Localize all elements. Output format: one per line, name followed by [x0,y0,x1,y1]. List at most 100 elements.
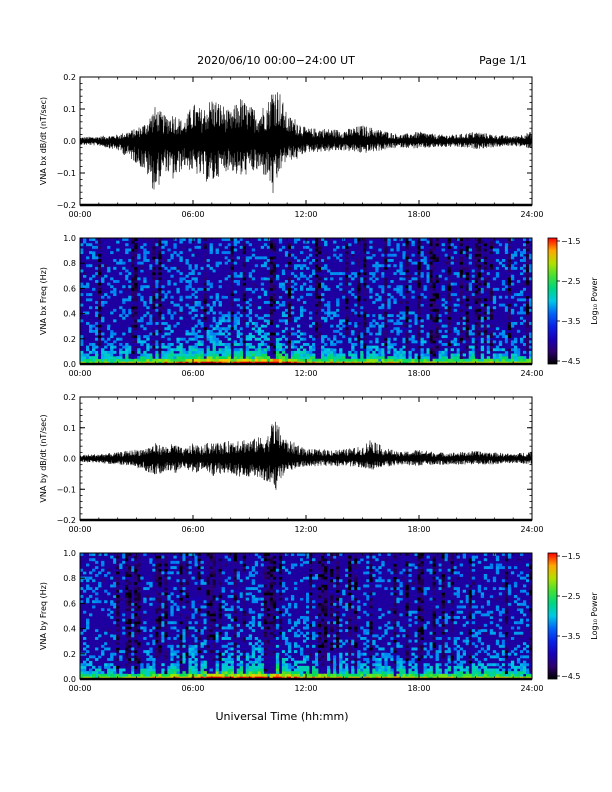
heatmap-cell [447,287,451,291]
heatmap-cell [188,306,192,310]
heatmap-cell [95,658,99,661]
heatmap-cell [86,658,90,661]
heatmap-cell [209,629,213,633]
heatmap-cell [360,356,364,360]
heatmap-cell [254,348,259,352]
heatmap-cell [116,306,120,310]
heatmap-cell [417,316,421,320]
heatmap-cell [444,256,448,260]
heatmap-cell [354,324,358,328]
heatmap-cell [146,348,150,352]
heatmap-cell [372,345,376,349]
heatmap-cell [468,306,473,310]
heatmap-cell [152,280,156,283]
heatmap-cell [164,642,168,646]
heatmap-cell [161,613,165,617]
heatmap-cell [468,253,473,257]
heatmap-cell [405,290,409,294]
heatmap-cell [203,253,207,257]
heatmap-cell [158,647,162,651]
heatmap-cell [438,274,442,278]
heatmap-cell [396,353,400,357]
heatmap-cell [302,332,307,336]
heatmap-cell [131,647,135,651]
heatmap-cell [492,353,497,357]
heatmap-cell [504,251,509,255]
heatmap-cell [173,621,177,625]
heatmap-cell [272,327,277,331]
heatmap-cell [143,626,147,630]
heatmap-cell [450,356,454,360]
heatmap-cell [209,608,213,612]
heatmap-cell [477,277,482,281]
heatmap-cell [318,287,322,291]
heatmap-cell [176,345,180,349]
heatmap-cell [194,652,198,656]
heatmap-cell [321,350,325,354]
heatmap-cell [384,251,388,255]
heatmap-cell [489,335,494,339]
heatmap-cell [269,277,274,281]
heatmap-cell [152,285,156,289]
heatmap-cell [284,322,289,325]
heatmap-cell [197,350,201,354]
heatmap-cell [86,298,90,302]
heatmap-cell [354,311,358,315]
heatmap-cell [375,277,379,281]
heatmap-cell [197,597,201,601]
heatmap-cell [140,285,144,289]
heatmap-cell [522,350,527,354]
heatmap-cell [528,358,533,362]
heatmap-cell [215,634,219,638]
heatmap-cell [501,348,506,352]
heatmap-cell [495,274,500,278]
heatmap-cell [411,261,415,265]
heatmap-cells [80,553,533,680]
heatmap-cell [203,264,207,268]
heatmap-cell [432,306,436,310]
heatmap-cell [194,356,198,360]
heatmap-cell [420,358,424,362]
heatmap-cell [167,621,171,625]
heatmap-cell [221,673,225,677]
heatmap-cell [188,566,192,570]
heatmap-cell [345,245,349,249]
heatmap-cell [152,248,156,252]
heatmap-cell [480,319,485,323]
heatmap-cell [194,290,198,294]
heatmap-cell [221,658,225,661]
heatmap-cell [480,345,485,349]
heatmap-cell [224,335,228,339]
heatmap-cell [101,652,105,656]
heatmap-cell [483,301,488,304]
y-tick-label: −0.1 [57,485,76,494]
heatmap-cell [339,322,343,325]
heatmap-cell [489,259,494,262]
heatmap-cell [224,261,228,265]
heatmap-cell [447,332,451,336]
heatmap-cell [170,350,174,354]
heatmap-cell [188,266,192,270]
heatmap-cell [504,340,509,344]
heatmap-cell [486,358,491,362]
heatmap-cell [312,353,316,357]
heatmap-cell [278,298,283,302]
heatmap-cell [278,356,283,360]
heatmap-cell [203,639,207,643]
heatmap-cell [489,287,494,291]
heatmap-cell [384,322,388,325]
heatmap-cell [131,605,135,609]
heatmap-cell [188,348,192,352]
heatmap-cell [212,634,216,638]
heatmap-cell [116,358,120,362]
heatmap-cell [206,595,210,598]
heatmap-cell [188,665,192,669]
heatmap-cell [146,634,150,638]
heatmap-cell [459,301,463,304]
heatmap-cell [218,555,222,559]
heatmap-cell [146,663,150,667]
heatmap-cell [230,272,234,276]
heatmap-cell [182,350,186,354]
heatmap-cell [342,358,346,362]
heatmap-cell [299,287,304,291]
